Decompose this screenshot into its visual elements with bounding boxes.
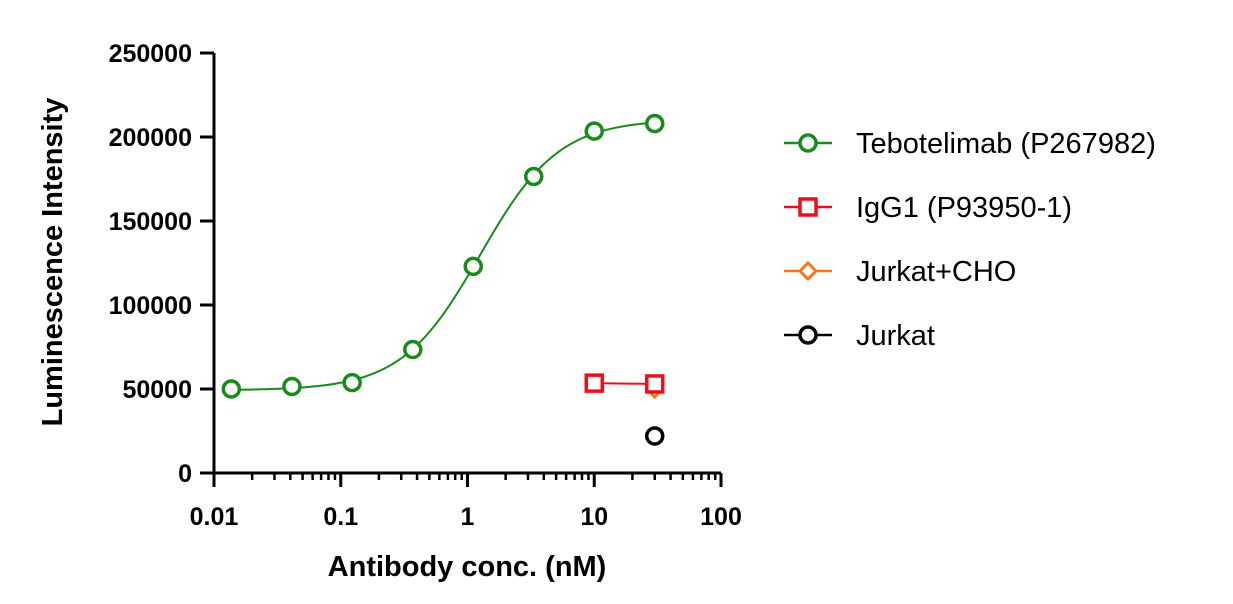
data-point: [584, 373, 604, 393]
legend-item: Jurkat+CHO: [784, 256, 1016, 288]
plot-area: [221, 113, 665, 446]
y-tick-label: 0: [178, 460, 192, 488]
legend-item: IgG1 (P93950-1): [784, 192, 1072, 224]
legend-item: Tebotelimab (P267982): [784, 128, 1156, 160]
legend: Tebotelimab (P267982) IgG1 (P93950-1) Jurk…: [784, 128, 1156, 352]
legend-label: Tebotelimab (P267982): [856, 128, 1156, 160]
y-tick-label: 250000: [109, 40, 192, 68]
legend-marker: [798, 197, 818, 217]
x-tick-label: 0.01: [190, 503, 239, 531]
data-point: [342, 372, 362, 393]
y-tick-label: 50000: [122, 376, 192, 404]
legend-marker: [798, 133, 818, 153]
data-point: [644, 374, 665, 394]
series-circle: [644, 426, 665, 446]
series-circle: [221, 113, 665, 399]
legend-label: Jurkat: [856, 320, 935, 352]
y-tick-label: 200000: [109, 124, 192, 152]
legend-marker: [798, 325, 818, 345]
data-point: [644, 426, 665, 446]
legend-item: Jurkat: [784, 320, 935, 352]
data-point: [644, 113, 665, 134]
legend-label: IgG1 (P93950-1): [856, 192, 1072, 224]
connect-line: [594, 382, 655, 385]
data-point: [221, 379, 242, 399]
x-tick-label: 10: [580, 503, 608, 531]
series-square: [584, 373, 665, 394]
data-point: [463, 256, 483, 277]
y-axis-title: Luminescence Intensity: [37, 98, 69, 427]
data-point: [584, 121, 604, 141]
y-tick-label: 150000: [109, 208, 192, 236]
axes: 0 50000 100000 150000 200000 250000 0.01 0.1 1 10…: [109, 40, 742, 531]
legend-marker: [797, 260, 819, 282]
x-tick-label: 100: [700, 503, 742, 531]
x-tick-label: 1: [461, 503, 475, 531]
y-tick-label: 100000: [109, 292, 192, 320]
x-tick-label: 0.1: [323, 503, 358, 531]
x-axis-title: Antibody conc. (nM): [328, 551, 607, 583]
data-point: [403, 339, 423, 360]
legend-label: Jurkat+CHO: [856, 256, 1016, 288]
data-point: [282, 376, 302, 397]
data-point: [523, 166, 544, 187]
fit-curve: [231, 121, 655, 391]
